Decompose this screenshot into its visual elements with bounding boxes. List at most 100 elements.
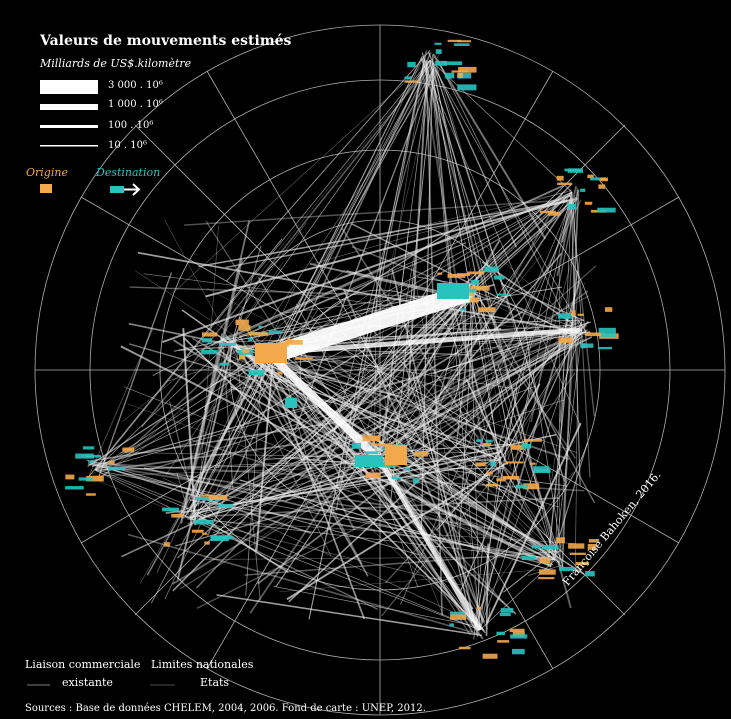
flow-endpoint-marker (362, 435, 381, 442)
flow-endpoints (65, 39, 619, 659)
flow-endpoint-marker (558, 337, 572, 342)
flow-line (146, 345, 275, 576)
flow-endpoint-marker (164, 542, 170, 547)
flow-line (479, 191, 573, 631)
flow-endpoint-marker (86, 493, 96, 496)
flow-line (421, 52, 500, 300)
flow-endpoint-marker (502, 475, 520, 480)
flow-line (370, 254, 542, 461)
flow-endpoint-marker (556, 537, 565, 544)
flow-line (385, 480, 554, 566)
flow-endpoint-marker (512, 631, 525, 637)
flow-line (279, 327, 581, 355)
borders-label-1: Limites nationales (151, 658, 254, 671)
flow-endpoint-marker (531, 544, 541, 549)
flow-endpoint-marker (598, 184, 606, 189)
flow-endpoint-marker (580, 343, 594, 348)
flow-line (223, 222, 307, 333)
flow-endpoint-marker (268, 330, 282, 334)
destination-swatch (110, 186, 124, 193)
flow-line (218, 320, 577, 504)
flow-endpoint-marker (539, 569, 556, 575)
flow-line (189, 459, 381, 519)
flow-line (220, 338, 544, 510)
flow-line (189, 517, 481, 631)
flow-endpoint-marker (587, 543, 597, 550)
flow-line (94, 59, 431, 471)
flow-endpoint-marker (523, 483, 540, 490)
flow-endpoint-marker (457, 72, 472, 79)
flow-line (498, 461, 545, 508)
flow-endpoint-marker (450, 614, 466, 620)
flow-endpoint-marker (444, 72, 455, 79)
flow-endpoint-marker (490, 461, 496, 467)
flow-line (91, 264, 438, 475)
flow-endpoint-marker (499, 612, 511, 617)
flow-line (373, 277, 377, 460)
major-endpoint-marker (285, 398, 297, 408)
flow-endpoint-marker (122, 447, 135, 452)
flow-line (377, 329, 539, 462)
flow-line (326, 66, 438, 536)
flow-endpoint-marker (464, 291, 475, 297)
flow-endpoint-marker (486, 472, 493, 475)
flow-line (206, 52, 432, 536)
flow-line (217, 55, 423, 469)
flow-line (530, 190, 579, 423)
flow-line (429, 59, 481, 631)
flow-line (183, 337, 485, 632)
flow-line (104, 471, 184, 505)
flow-endpoint-marker (78, 477, 93, 481)
flow-line (485, 422, 582, 624)
flow-line (416, 411, 560, 567)
flow-line (225, 201, 568, 269)
flow-endpoint-marker (493, 275, 505, 280)
flow-line (100, 269, 346, 479)
flow-line (189, 517, 481, 631)
flow-line (90, 460, 457, 517)
flow-line (469, 191, 573, 291)
flow-endpoint-marker (496, 478, 506, 482)
flow-endpoint-marker (447, 273, 466, 278)
flow-line (129, 286, 468, 299)
flow-line (429, 59, 583, 331)
flow-line (182, 220, 251, 512)
flow-endpoint-marker (456, 273, 471, 277)
flow-endpoint-marker (598, 346, 612, 350)
flow-line (216, 594, 482, 637)
flow-line (485, 543, 489, 636)
flow-endpoint-marker (248, 332, 269, 336)
flow-endpoint-marker (219, 342, 236, 347)
flow-endpoint-marker (210, 535, 229, 542)
flow-endpoint-marker (476, 439, 483, 443)
scale-label-3000: 3 000 . 10⁶ (108, 80, 163, 91)
scale-bar-3000 (40, 80, 98, 94)
flow-endpoint-marker (65, 474, 75, 480)
flow-endpoint-marker (458, 66, 477, 73)
flow-line (335, 289, 467, 422)
flow-line (86, 459, 420, 556)
flow-endpoint-marker (248, 337, 253, 342)
flow-line (245, 346, 264, 596)
flow-endpoint-marker (482, 653, 498, 659)
flow-endpoint-marker (391, 476, 402, 480)
flow-line (175, 451, 502, 547)
flow-endpoint-marker (242, 348, 250, 353)
origin-label: Origine (26, 166, 68, 179)
flow-line (181, 513, 378, 610)
flow-line (547, 270, 578, 565)
flow-endpoint-marker (457, 84, 477, 91)
legend-unit: Milliards de US$.kilomètre (40, 57, 192, 70)
flow-endpoint-marker (511, 648, 525, 655)
flow-line (491, 335, 532, 468)
flow-line (103, 462, 585, 492)
trade-flows (86, 49, 597, 640)
flow-line (507, 416, 524, 461)
flow-line (89, 466, 362, 477)
major-endpoint-marker (255, 343, 287, 363)
flow-line (120, 345, 552, 568)
flow-line (198, 199, 571, 268)
flow-endpoint-marker (407, 61, 416, 68)
flow-line (231, 345, 473, 622)
